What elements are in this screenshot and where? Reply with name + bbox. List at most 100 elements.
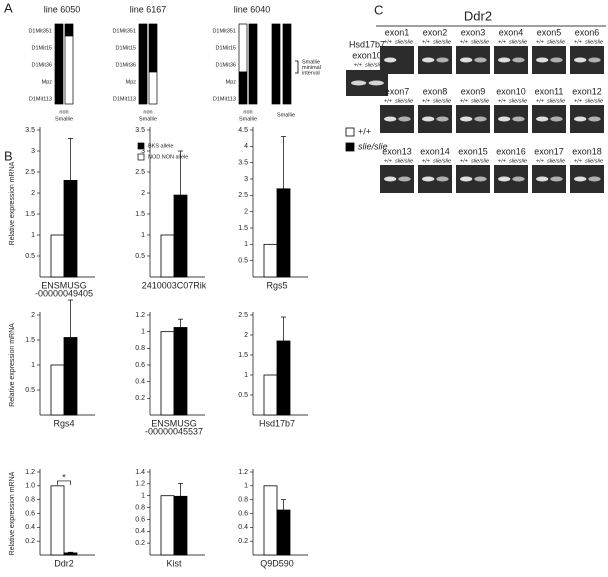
- y-tick-label: 1.5: [238, 352, 248, 359]
- gel-band: [512, 116, 525, 122]
- marker-label: D1Mit36: [116, 62, 136, 68]
- line-title: line 6167: [130, 4, 167, 14]
- y-tick-label: 2: [31, 312, 35, 319]
- y-tick-label: 0.4: [135, 528, 145, 535]
- x-axis-label: Hsd17b7: [259, 418, 295, 428]
- exon-label: exon5: [537, 27, 562, 37]
- error-bar: [68, 299, 73, 338]
- gel-band: [436, 57, 449, 63]
- y-tick-label: 0.5: [135, 253, 145, 260]
- y-tick-label: 1: [244, 241, 248, 248]
- exon-label: exon16: [496, 146, 526, 156]
- exon-label: exon2: [423, 27, 448, 37]
- y-tick-label: 1.2: [25, 469, 35, 476]
- panel-label: C: [374, 2, 383, 17]
- bar: [50, 364, 65, 416]
- genotype-label: +/+: [536, 98, 544, 104]
- bar: [160, 234, 175, 278]
- gel-band: [398, 116, 411, 122]
- group-label: non: [143, 109, 152, 115]
- bar: [50, 485, 65, 556]
- y-tick-label: 2: [244, 332, 248, 339]
- bar: [276, 340, 291, 416]
- gel-band: [588, 116, 601, 122]
- x-axis-label: ENSMUSG: [151, 418, 197, 428]
- allele-segment: [54, 23, 64, 105]
- x-axis-label: Rgs5: [266, 280, 287, 290]
- y-axis-label: Relative expression mRNA: [9, 161, 16, 245]
- bar: [263, 243, 278, 278]
- gel-band: [512, 176, 525, 182]
- genotype-label: slie/slie: [395, 39, 413, 45]
- y-tick-label: 1.2: [135, 481, 145, 488]
- allele-segment: [238, 71, 248, 105]
- allele-segment: [64, 35, 74, 105]
- gel-band: [474, 57, 487, 63]
- gel-band: [574, 176, 587, 182]
- y-tick-label: 0.2: [135, 395, 145, 402]
- genotype-label: +/+: [536, 158, 544, 164]
- marker-label: D1Mit36: [32, 62, 52, 68]
- exon-label: exon11: [535, 86, 564, 96]
- genotype-label: slie/slie: [547, 98, 565, 104]
- marker-label: Mpz: [226, 79, 237, 85]
- error-bar: [68, 551, 73, 553]
- y-tick-label: 1: [141, 329, 145, 336]
- x-axis-label: -00000045537: [145, 426, 203, 436]
- genotype-label: slie/slie: [395, 98, 413, 104]
- y-tick-label: 0.4: [25, 524, 35, 531]
- genotype-label: +/+: [574, 158, 582, 164]
- y-tick-label: 1.0: [25, 483, 35, 490]
- gel-band: [536, 176, 549, 182]
- genotype-label: +/+: [422, 39, 430, 45]
- allele-segment: [282, 23, 292, 105]
- bar: [63, 179, 78, 278]
- y-tick-label: 0.6: [135, 516, 145, 523]
- bar: [263, 485, 278, 556]
- x-axis-label: Kist: [166, 558, 182, 568]
- y-tick-label: 0.6: [135, 362, 145, 369]
- significance-bracket: [57, 480, 71, 485]
- genotype-label: slie/slie: [509, 158, 527, 164]
- gel-band: [588, 57, 601, 63]
- genotype-label: +/+: [384, 98, 392, 104]
- genotype-label: slie/slie: [509, 39, 527, 45]
- y-tick-label: 4: [244, 143, 248, 150]
- gel-band: [536, 116, 549, 122]
- genotype-label: +/+: [460, 158, 468, 164]
- legend-label: +/+: [358, 126, 371, 136]
- y-tick-label: 2.5: [238, 192, 248, 199]
- y-tick-label: 4.5: [238, 127, 248, 134]
- gel-band: [550, 57, 563, 63]
- genotype-label: slie/slie: [365, 62, 383, 68]
- group-label: Smallie: [277, 112, 295, 118]
- bar: [63, 337, 78, 416]
- y-tick-label: 0.5: [25, 253, 35, 260]
- group-label: Smallie: [239, 116, 257, 122]
- y-tick-label: 1.5: [25, 337, 35, 344]
- gel-band: [436, 176, 449, 182]
- interval-bracket: [295, 60, 299, 74]
- genotype-label: slie/slie: [471, 158, 489, 164]
- y-tick-label: 0.8: [25, 497, 35, 504]
- genotype-label: slie/slie: [395, 158, 413, 164]
- gel-band: [512, 57, 525, 63]
- bar: [173, 194, 188, 278]
- genotype-label: +/+: [498, 39, 506, 45]
- legend-label: slie/slie: [358, 141, 388, 151]
- y-tick-label: 0.4: [238, 524, 248, 531]
- genotype-label: +/+: [536, 39, 544, 45]
- gel-band: [574, 116, 587, 122]
- y-tick-label: 2: [244, 209, 248, 216]
- interval-label: Smallie: [302, 59, 320, 65]
- interval-label: minimal: [302, 65, 321, 71]
- marker-label: Mpz: [42, 79, 53, 85]
- x-axis-label: -00000049405: [35, 288, 93, 298]
- gel-band: [398, 176, 411, 182]
- gel-band: [460, 116, 473, 122]
- genotype-label: +/+: [574, 39, 582, 45]
- allele-segment: [138, 23, 148, 105]
- gel-band: [460, 57, 473, 63]
- allele-segment: [271, 23, 281, 105]
